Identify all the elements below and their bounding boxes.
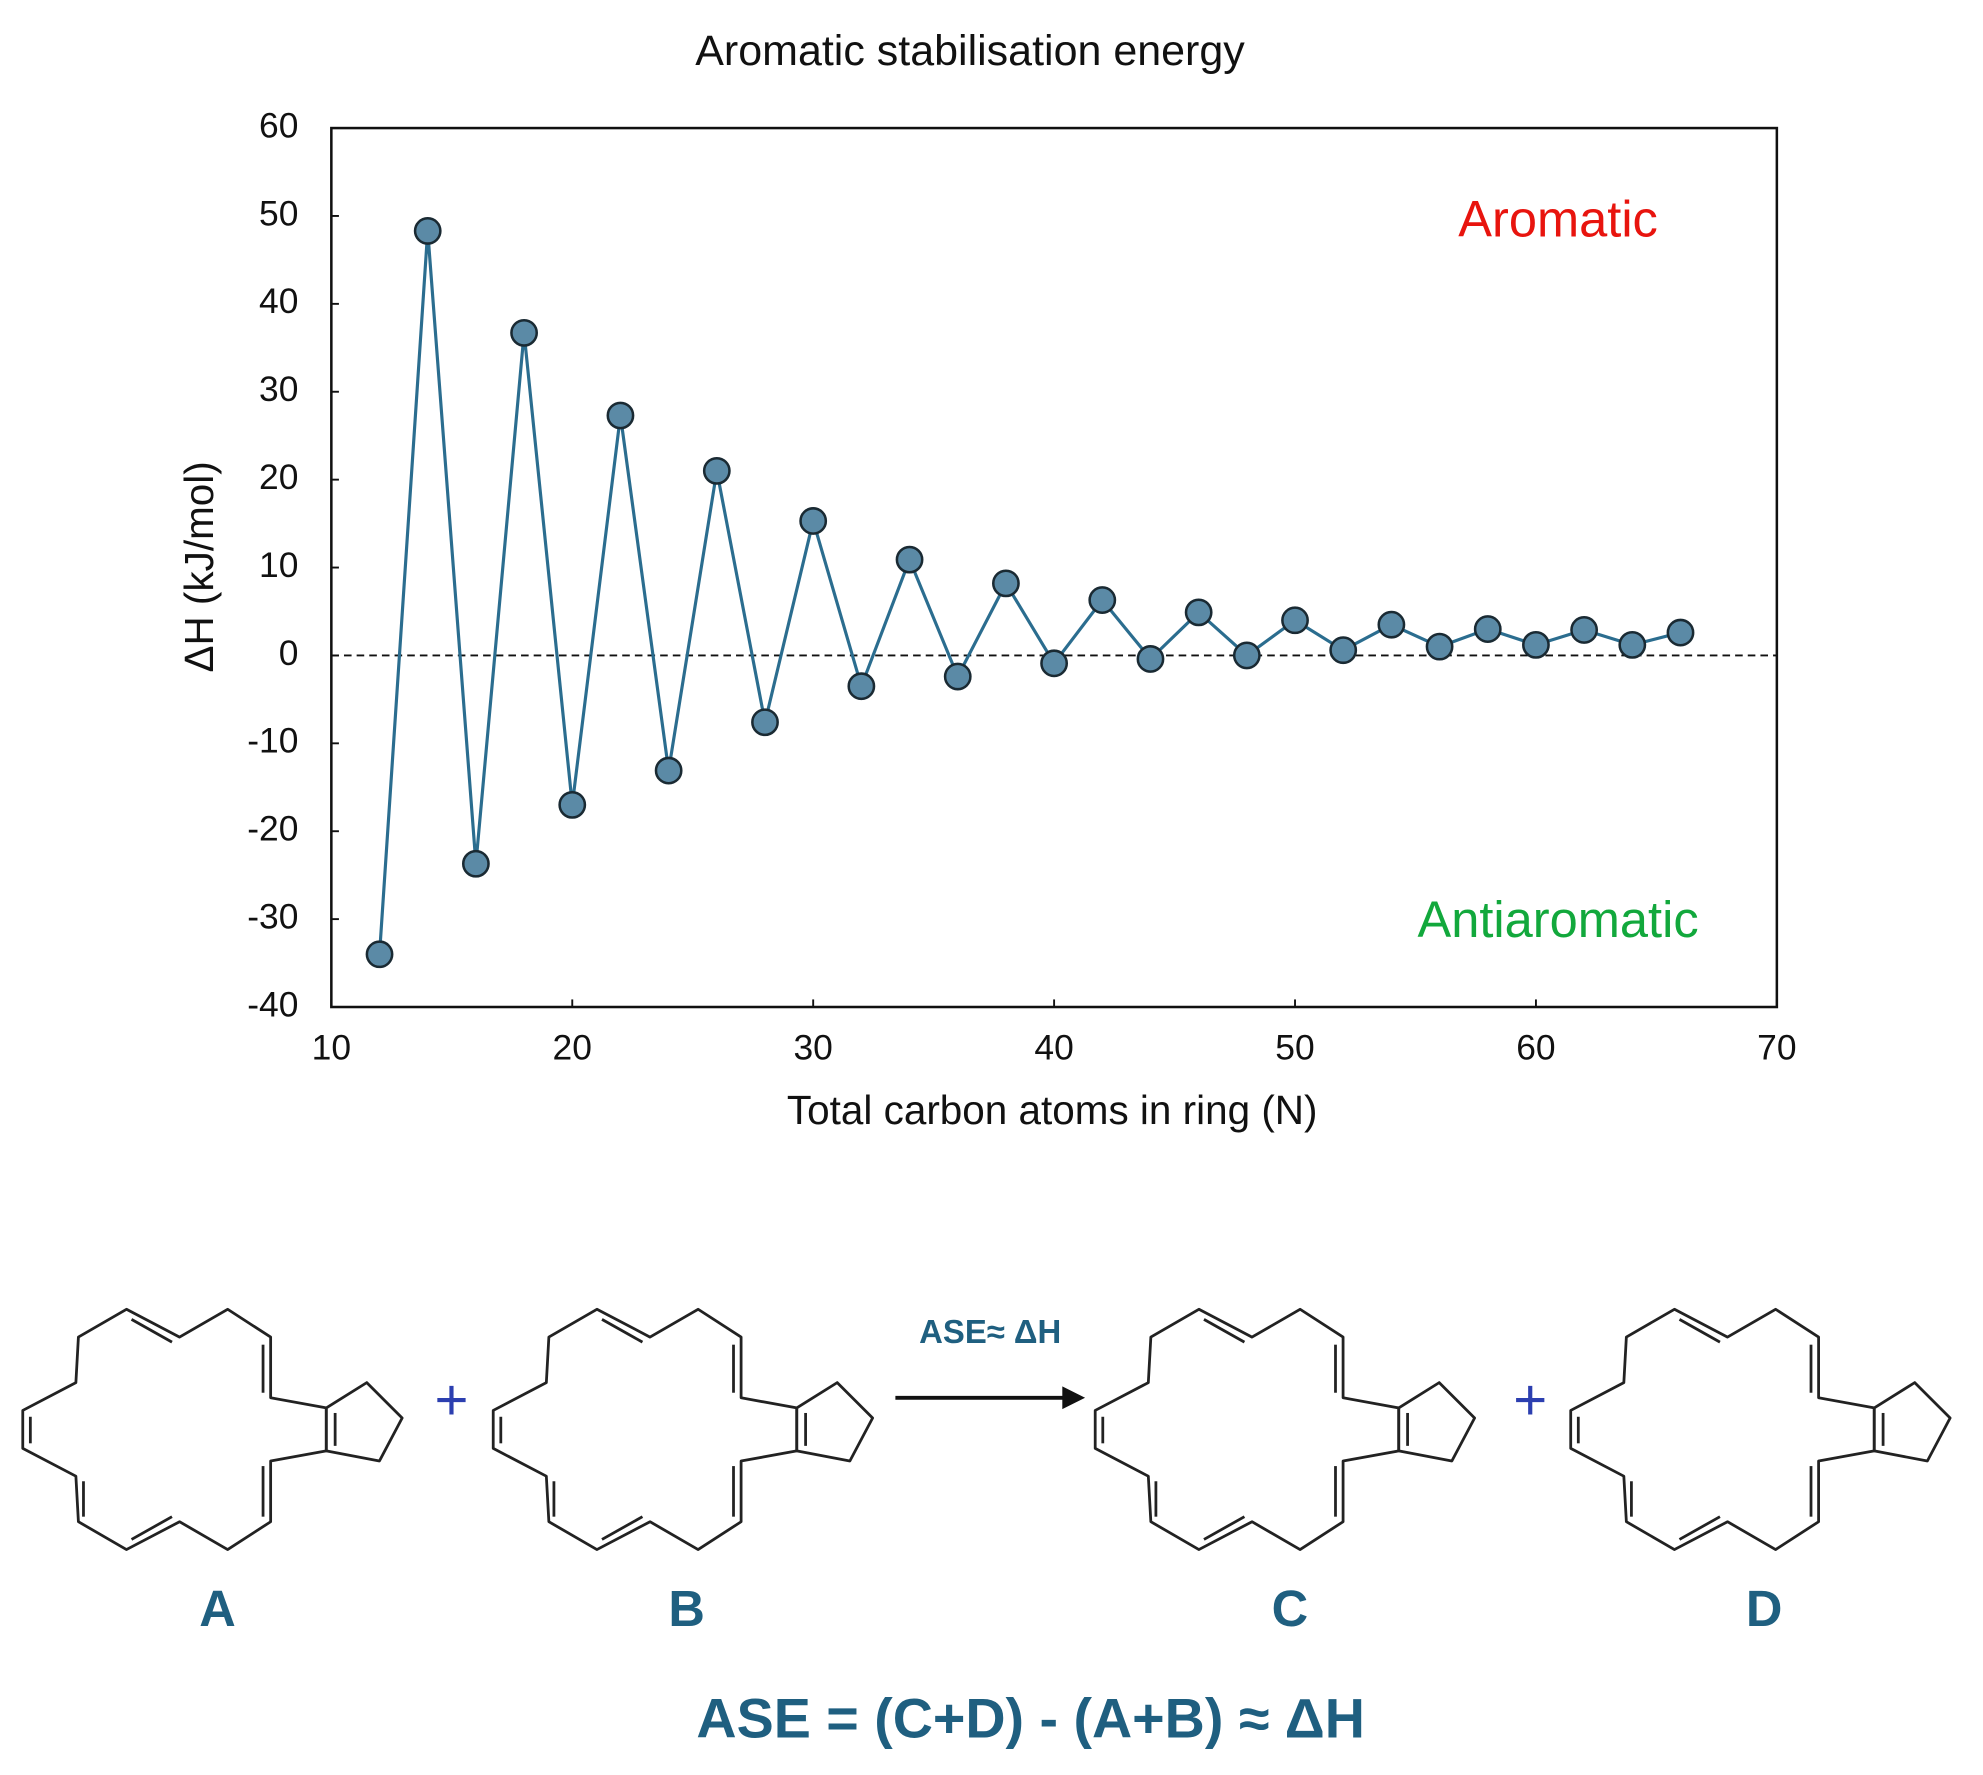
y-tick-label: 60 [259,105,298,145]
data-point [1618,630,1647,659]
x-tick-label: 50 [1275,1027,1314,1067]
data-point [606,401,635,430]
plot: -40 -30 -20 -10 0 10 20 30 40 50 60 10 20 30 40 50 60 70 [247,105,1796,1067]
molecule [1093,1307,1476,1551]
data-point [1425,632,1454,661]
y-tick-label: 20 [259,457,298,497]
data-point [1184,598,1213,627]
data-point [510,318,538,347]
y-tick-label: 0 [279,633,299,673]
y-tick-label: 50 [259,193,298,233]
series-line [377,230,1681,955]
data-point [992,569,1020,598]
arrow-head [1062,1386,1086,1410]
y-tick-label: -40 [247,984,298,1024]
reaction-scheme: ASE≈ ΔH + + A B C D ASE = (C+D) - (A+B) … [21,1307,1952,1750]
data-point [365,940,394,969]
y-tick-label: 10 [259,545,298,585]
data-point [1473,615,1502,643]
data-point [1232,641,1261,670]
molecule [491,1307,875,1551]
x-axis-label: Total carbon atoms in ring (N) [787,1087,1318,1133]
annotation: Antiaromatic [1418,891,1699,948]
data-point [847,672,876,701]
equation: ASE = (C+D) - (A+B) ≈ ΔH [696,1688,1365,1750]
data-point [943,662,972,691]
x-tick-label: 20 [553,1027,592,1067]
data-point [751,708,779,737]
molecule-label: D [1746,1580,1783,1637]
molecule-label: A [199,1580,236,1637]
x-tick-label: 30 [793,1027,832,1067]
data-point [1281,606,1309,635]
data-point [1329,636,1358,665]
data-point [1570,616,1599,644]
chart-title: Aromatic stabilisation energy [695,27,1245,75]
data-point [654,756,683,785]
x-tick-label: 60 [1516,1027,1555,1067]
x-tick-label: 10 [312,1027,351,1067]
data-point [1088,586,1117,614]
plus: + [1513,1367,1547,1432]
data-point [1522,630,1550,659]
molecule [21,1307,404,1551]
data-point [1377,610,1406,639]
data-point [1136,645,1165,673]
molecule-label: C [1272,1580,1309,1637]
molecule [1569,1307,1952,1551]
y-tick-label: -10 [247,721,298,761]
molecule-label: B [668,1580,705,1637]
arrow-label: ASE≈ ΔH [919,1313,1061,1350]
x-tick-label: 70 [1757,1027,1796,1067]
data-point [799,507,828,535]
y-axis-label: ΔH (kJ/mol) [176,461,222,672]
annotation: Aromatic [1458,190,1658,247]
data-point [702,456,731,485]
data-point [413,216,442,245]
y-tick-label: -20 [247,809,298,849]
plus: + [435,1367,469,1432]
data-point [895,545,924,574]
data-point [461,849,490,878]
data-point [1040,649,1069,678]
y-tick-label: -30 [247,896,298,936]
x-tick-label: 40 [1034,1027,1073,1067]
data-point [558,790,587,819]
y-tick-label: 40 [259,281,298,321]
y-tick-label: 30 [259,369,298,409]
data-point [1666,618,1695,647]
